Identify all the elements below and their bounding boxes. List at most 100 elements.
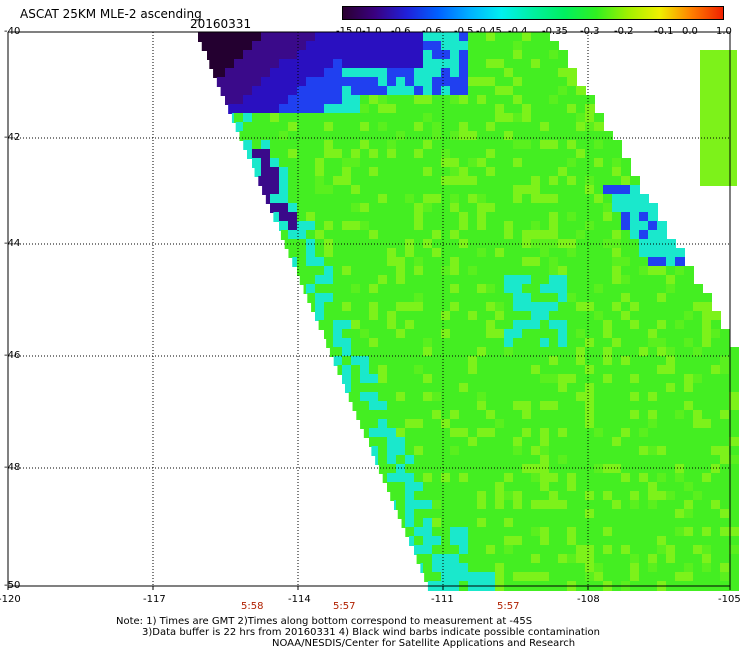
swath-cell	[720, 401, 730, 411]
swath-cell	[630, 257, 640, 267]
y-axis-label: -50	[4, 580, 21, 591]
swath-cell	[540, 212, 550, 222]
swath-cell	[639, 275, 649, 285]
swath-cell	[243, 68, 253, 78]
swath-cell	[424, 572, 435, 582]
swath-cell	[432, 284, 442, 294]
swath-cell	[531, 518, 541, 528]
swath-cell	[711, 473, 721, 483]
swath-cell	[621, 257, 631, 267]
note-line-1: Note: 1) Times are GMT 2)Times along bot…	[116, 616, 533, 627]
swath-cell	[630, 266, 640, 276]
swath-cell	[396, 185, 406, 195]
swath-cell	[423, 32, 433, 42]
swath-cell	[279, 221, 289, 231]
swath-cell	[234, 86, 244, 96]
swath-cell	[513, 428, 523, 438]
swath-cell	[666, 419, 676, 429]
swath-cell	[477, 563, 487, 573]
swath-cell	[657, 473, 667, 483]
swath-cell	[423, 176, 433, 186]
swath-cell	[648, 482, 658, 492]
swath-cell	[504, 392, 514, 402]
swath-cell	[414, 113, 424, 123]
swath-cell	[216, 68, 226, 78]
swath-cell	[729, 365, 739, 375]
swath-cell	[459, 401, 469, 411]
swath-cell	[693, 500, 703, 510]
swath-cell	[603, 302, 613, 312]
swath-cell	[387, 77, 397, 87]
swath-cell	[648, 284, 658, 294]
swath-cell	[576, 113, 586, 123]
swath-cell	[360, 257, 370, 267]
swath-cell	[360, 185, 370, 195]
swath-cell	[711, 563, 721, 573]
swath-cell	[504, 545, 514, 555]
swath-cell	[288, 32, 298, 42]
swath-cell	[531, 473, 541, 483]
swath-cell	[324, 131, 334, 141]
swath-cell	[513, 104, 523, 114]
swath-cell	[585, 437, 595, 447]
swath-cell	[709, 167, 719, 177]
swath-cell	[477, 311, 487, 321]
swath-cell	[549, 149, 559, 159]
swath-cell	[423, 149, 433, 159]
swath-cell	[414, 131, 424, 141]
swath-cell	[387, 446, 397, 456]
swath-cell	[378, 365, 388, 375]
swath-cell	[576, 194, 586, 204]
swath-cell	[387, 374, 397, 384]
swath-cell	[585, 536, 595, 546]
swath-cell	[459, 356, 469, 366]
swath-cell	[486, 176, 496, 186]
swath-cell	[459, 140, 469, 150]
swath-cell	[612, 158, 622, 168]
swath-cell	[414, 32, 424, 42]
swath-cell	[693, 410, 703, 420]
swath-cell	[468, 563, 478, 573]
swath-cell	[729, 446, 739, 456]
swath-cell	[684, 572, 694, 582]
swath-cell	[711, 320, 721, 330]
swath-cell	[486, 338, 496, 348]
swath-cell	[360, 320, 370, 330]
swath-cell	[612, 176, 622, 186]
swath-cell	[360, 293, 370, 303]
swath-cell	[198, 32, 208, 42]
swath-cell	[540, 176, 550, 186]
swath-cell	[486, 140, 496, 150]
swath-cell	[612, 518, 622, 528]
swath-cell	[585, 329, 595, 339]
swath-cell	[405, 266, 415, 276]
swath-cell	[585, 365, 595, 375]
swath-cell	[657, 356, 667, 366]
swath-cell	[459, 59, 469, 69]
swath-cell	[720, 509, 730, 519]
swath-cell	[369, 356, 379, 366]
swath-cell	[657, 419, 667, 429]
swath-cell	[639, 437, 649, 447]
swath-cell	[693, 419, 703, 429]
swath-cell	[306, 77, 316, 87]
swath-cell	[270, 41, 280, 51]
swath-cell	[315, 311, 325, 321]
swath-cell	[648, 473, 658, 483]
swath-cell	[504, 41, 514, 51]
swath-cell	[531, 491, 541, 501]
swath-cell	[477, 536, 487, 546]
swath-cell	[477, 401, 487, 411]
swath-cell	[423, 266, 433, 276]
swath-cell	[729, 491, 739, 501]
swath-cell	[396, 140, 406, 150]
swath-cell	[477, 302, 487, 312]
swath-cell	[531, 185, 541, 195]
swath-cell	[567, 104, 577, 114]
swath-cell	[378, 455, 388, 465]
swath-cell	[279, 167, 289, 177]
swath-cell	[414, 320, 424, 330]
swath-cell	[639, 527, 649, 537]
swath-cell	[477, 419, 487, 429]
swath-cell	[405, 329, 415, 339]
